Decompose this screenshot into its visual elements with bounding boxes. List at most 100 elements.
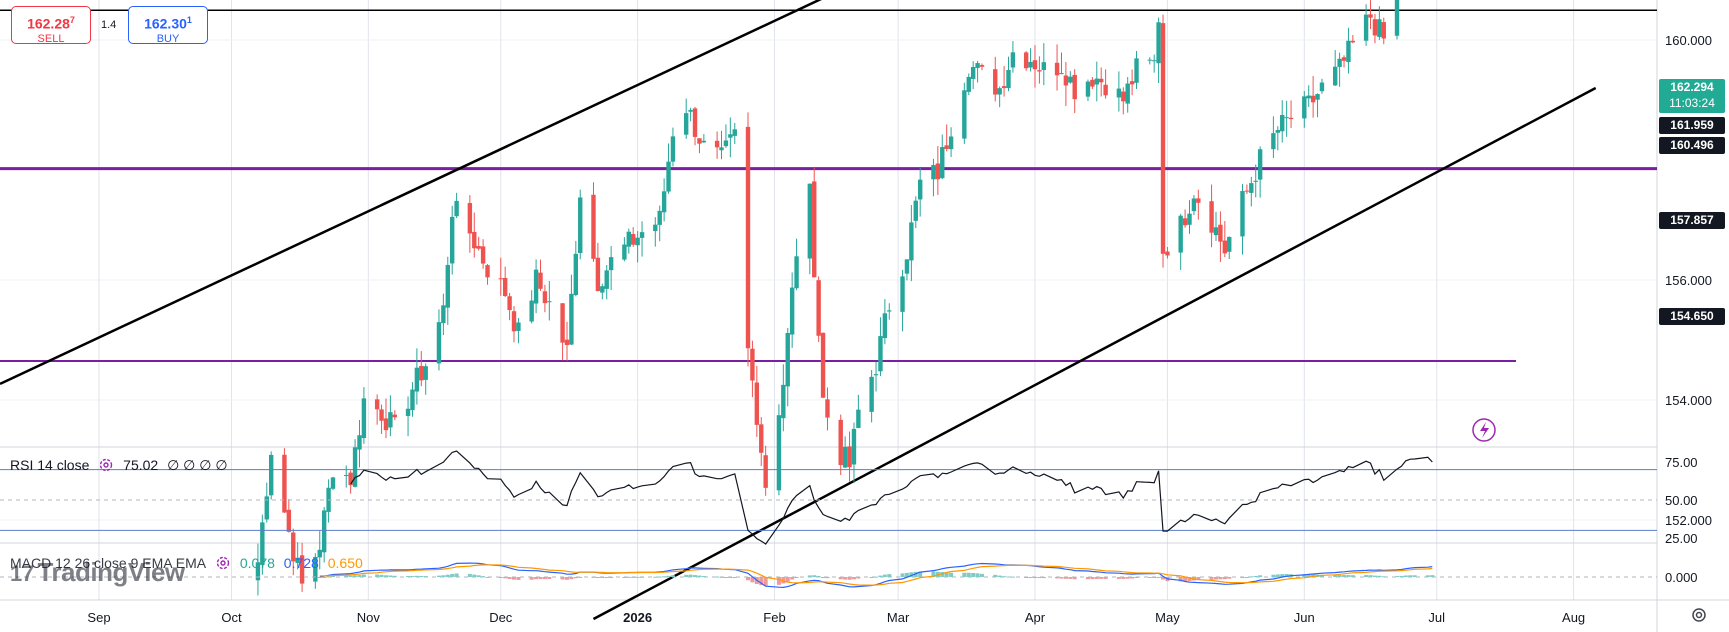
candle-body — [480, 246, 486, 264]
macd-histogram-bar — [516, 577, 521, 580]
lightning-icon[interactable] — [1472, 418, 1496, 442]
rsi-settings-icon[interactable] — [98, 457, 114, 473]
macd-histogram-bar — [653, 576, 658, 578]
candle-body — [1191, 198, 1197, 212]
macd-histogram-bar — [1085, 577, 1090, 580]
candle — [410, 382, 415, 417]
macd-histogram-bar — [944, 572, 949, 577]
candle-body — [414, 367, 420, 392]
macd-histogram-bar — [604, 577, 609, 578]
candle — [1306, 85, 1311, 107]
macd-histogram-bar — [882, 574, 887, 577]
candle — [423, 363, 428, 395]
macd-histogram-bar — [1284, 574, 1289, 577]
candle-body — [1129, 81, 1135, 85]
candle — [1341, 55, 1347, 68]
candle-body — [498, 278, 503, 280]
macd-histogram-bar — [485, 576, 490, 578]
macd-histogram-bar — [353, 575, 358, 577]
candle — [405, 396, 411, 437]
macd-histogram-bar — [1227, 577, 1232, 579]
candle — [692, 106, 698, 146]
candle — [268, 451, 274, 500]
trendlines[interactable] — [0, 0, 1597, 621]
rsi-tick-25.00: 25.00 — [1665, 531, 1698, 546]
candle — [869, 370, 874, 423]
candle-body — [268, 454, 274, 496]
candle-body — [1381, 22, 1386, 39]
candle-body — [313, 556, 318, 582]
candle-body — [1121, 91, 1126, 102]
candle-body — [763, 455, 768, 488]
candle — [847, 431, 852, 482]
candle — [516, 317, 521, 344]
rsi-legend[interactable]: RSI 14 close 75.02 ∅ ∅ ∅ ∅ — [10, 457, 233, 474]
macd-histogram-bar — [1209, 577, 1214, 580]
candle — [1288, 100, 1294, 128]
candle — [414, 348, 420, 405]
macd-title: MACD 12 26 close 9 EMA EMA — [10, 555, 207, 571]
macd-histogram-bar — [564, 577, 569, 580]
candle-body — [352, 447, 358, 487]
macd-settings-icon[interactable] — [215, 555, 231, 571]
macd-histogram-bar — [441, 575, 446, 577]
macd-histogram-bar — [414, 575, 419, 577]
candle — [1196, 189, 1201, 220]
candle — [754, 365, 760, 437]
candle-body — [1368, 14, 1373, 18]
y-tick-160.000: 160.000 — [1665, 33, 1712, 48]
macd-histogram-bar — [419, 576, 424, 578]
candle — [776, 404, 782, 496]
candle-body — [1090, 79, 1095, 87]
candle-body — [1006, 69, 1011, 89]
macd-histogram-bar — [909, 572, 914, 577]
candle — [622, 237, 627, 262]
macd-histogram-bar — [816, 575, 821, 577]
sell-label: SELL — [37, 32, 65, 45]
candle — [379, 404, 384, 434]
candle — [1041, 43, 1047, 86]
candle — [979, 63, 985, 71]
candle — [1191, 194, 1197, 216]
candle-body — [445, 264, 450, 308]
candle — [917, 167, 923, 217]
trendline-1 — [0, 0, 822, 386]
candle — [480, 239, 486, 269]
macd-histogram-bar — [1403, 575, 1408, 577]
candle — [1010, 41, 1016, 73]
candle-body — [1072, 74, 1077, 100]
candle — [467, 195, 473, 253]
candle — [900, 269, 905, 332]
macd-histogram-bar — [794, 577, 799, 578]
buy-button[interactable]: 162.301 BUY — [128, 6, 208, 45]
macd-histogram-bar — [918, 571, 923, 577]
horizontal-levels[interactable] — [0, 0, 1657, 362]
macd-histogram-bar — [330, 575, 335, 577]
macd-histogram-bar — [454, 573, 459, 577]
candle-body — [1178, 215, 1183, 253]
candle — [547, 281, 552, 321]
candle-body — [348, 472, 353, 486]
candle — [260, 514, 265, 575]
candle-body — [595, 257, 601, 292]
candle-body — [882, 313, 888, 339]
macd-histogram-bar — [344, 575, 349, 577]
candle — [666, 143, 671, 194]
candle — [600, 283, 605, 300]
current-price-tag: 162.294 11:03:24 — [1659, 79, 1725, 113]
settings-icon[interactable] — [1692, 608, 1706, 622]
candle-body — [1028, 61, 1033, 68]
candle-body — [1156, 22, 1161, 64]
macd-histogram-bar — [591, 576, 596, 578]
macd-histogram-bar — [534, 577, 539, 580]
candle — [763, 445, 768, 496]
sell-button[interactable]: 162.287 SELL — [11, 6, 91, 45]
macd-legend[interactable]: MACD 12 26 close 9 EMA EMA 0.078 0.728 0… — [10, 555, 368, 571]
macd-histogram-bar — [1032, 577, 1037, 578]
grid — [0, 0, 1657, 600]
candle-body — [1063, 75, 1069, 86]
macd-histogram-bar — [1116, 577, 1121, 579]
candle — [542, 284, 548, 313]
macd-histogram-bar — [542, 577, 547, 580]
